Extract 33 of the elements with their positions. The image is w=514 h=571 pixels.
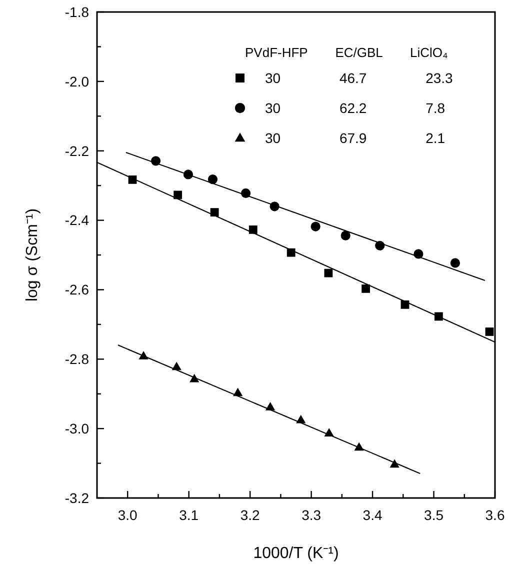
y-tick-label: -2.6 (64, 282, 90, 298)
point (324, 268, 333, 278)
point (174, 190, 182, 200)
y-tick-label: -3.2 (64, 490, 90, 506)
legend-title: PVdF-HFP EC/GBL LiClO₄ (245, 45, 448, 60)
y-tick-label: -2.2 (64, 142, 90, 159)
legend-label: 30 46.7 23.3 (265, 70, 454, 86)
point (296, 414, 306, 424)
x-tick-label: 3.4 (362, 507, 382, 523)
x-axis-title: 1000/T (K⁻¹) (253, 545, 339, 562)
y-tick-label: -2.8 (64, 351, 90, 368)
point (190, 374, 200, 382)
y-tick-label: -3.0 (64, 420, 90, 436)
point (450, 258, 460, 268)
y-axis-title: log σ (Scm⁻¹) (24, 208, 41, 302)
point (208, 174, 218, 184)
y-tick-label: -2.0 (64, 73, 90, 90)
point (362, 284, 370, 293)
legend-label: 30 67.9 2.1 (265, 130, 446, 146)
x-tick-label: 3.1 (179, 507, 199, 523)
x-tick-label: 3.5 (424, 507, 444, 523)
y-tick-label: -1.8 (64, 4, 90, 20)
point (210, 208, 219, 216)
point (340, 230, 350, 240)
point (248, 225, 258, 234)
point (310, 222, 320, 232)
x-tick-label: 3.6 (485, 507, 505, 523)
x-tick-label: 3.3 (302, 507, 322, 523)
y-tick-label: -2.4 (64, 212, 90, 228)
x-tick-label: 3.2 (240, 507, 260, 523)
x-tick-label: 3.0 (118, 507, 138, 523)
legend-label: 30 62.2 7.8 (265, 100, 446, 116)
point (485, 328, 494, 336)
